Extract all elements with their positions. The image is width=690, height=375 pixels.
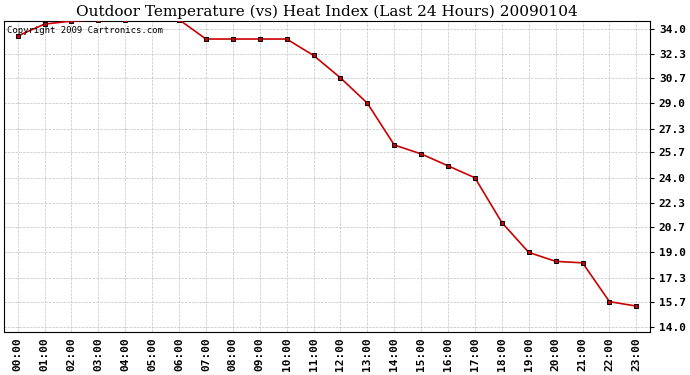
Text: Copyright 2009 Cartronics.com: Copyright 2009 Cartronics.com <box>8 26 164 35</box>
Title: Outdoor Temperature (vs) Heat Index (Last 24 Hours) 20090104: Outdoor Temperature (vs) Heat Index (Las… <box>76 4 578 18</box>
